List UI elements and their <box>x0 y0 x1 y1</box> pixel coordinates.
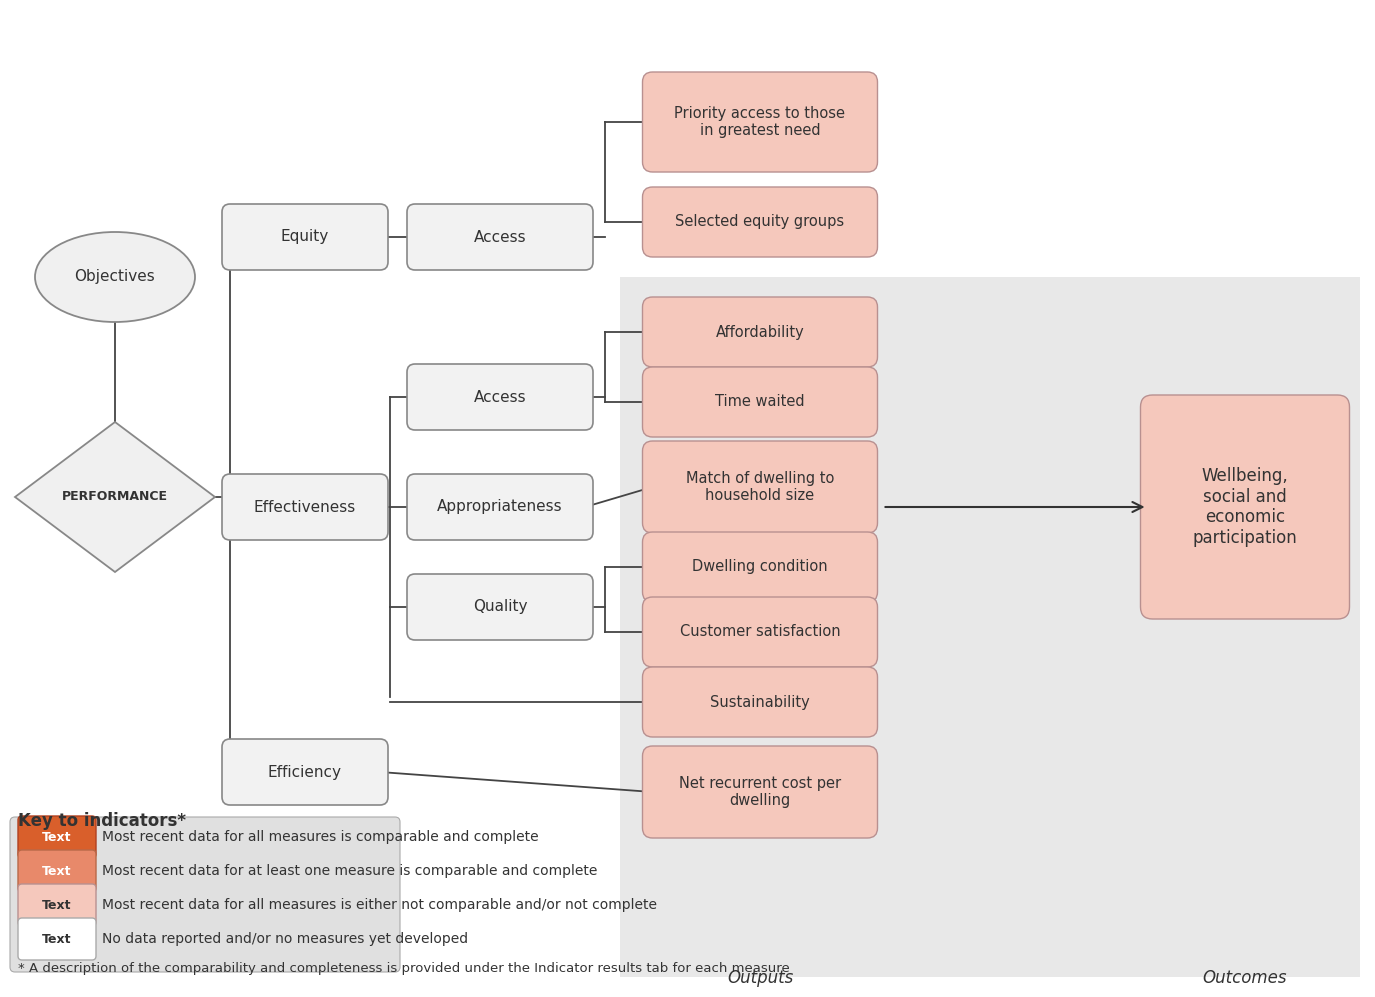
FancyBboxPatch shape <box>642 367 877 437</box>
FancyBboxPatch shape <box>407 364 593 430</box>
Text: Access: Access <box>473 229 527 244</box>
FancyBboxPatch shape <box>642 667 877 737</box>
Text: Text: Text <box>43 831 72 843</box>
Text: Outcomes: Outcomes <box>1203 969 1287 987</box>
Text: Text: Text <box>43 898 72 911</box>
FancyBboxPatch shape <box>642 597 877 667</box>
FancyBboxPatch shape <box>642 187 877 257</box>
FancyBboxPatch shape <box>1140 395 1349 619</box>
Text: * A description of the comparability and completeness is provided under the Indi: * A description of the comparability and… <box>18 962 789 975</box>
Text: Customer satisfaction: Customer satisfaction <box>679 624 840 639</box>
Text: Affordability: Affordability <box>715 324 804 340</box>
Text: Objectives: Objectives <box>74 269 155 284</box>
FancyBboxPatch shape <box>18 850 96 892</box>
Text: Sustainability: Sustainability <box>710 695 810 710</box>
Polygon shape <box>15 422 214 572</box>
FancyBboxPatch shape <box>642 746 877 838</box>
FancyBboxPatch shape <box>18 884 96 926</box>
Text: Most recent data for at least one measure is comparable and complete: Most recent data for at least one measur… <box>102 864 597 878</box>
Text: Appropriateness: Appropriateness <box>437 499 562 514</box>
Text: Text: Text <box>43 864 72 877</box>
Text: Access: Access <box>473 390 527 405</box>
Text: Text: Text <box>43 932 72 945</box>
FancyBboxPatch shape <box>407 474 593 540</box>
Ellipse shape <box>34 232 195 322</box>
Text: Most recent data for all measures is comparable and complete: Most recent data for all measures is com… <box>102 830 539 844</box>
Text: Most recent data for all measures is either not comparable and/or not complete: Most recent data for all measures is eit… <box>102 898 657 912</box>
Text: Key to indicators*: Key to indicators* <box>18 812 186 830</box>
FancyBboxPatch shape <box>642 441 877 533</box>
Text: Outputs: Outputs <box>727 969 793 987</box>
Text: Net recurrent cost per
dwelling: Net recurrent cost per dwelling <box>679 776 842 809</box>
Text: Wellbeing,
social and
economic
participation: Wellbeing, social and economic participa… <box>1192 467 1298 547</box>
Text: Dwelling condition: Dwelling condition <box>692 559 828 574</box>
FancyBboxPatch shape <box>1150 277 1360 977</box>
Text: Effectiveness: Effectiveness <box>254 499 356 514</box>
FancyBboxPatch shape <box>221 474 388 540</box>
FancyBboxPatch shape <box>221 204 388 270</box>
Text: No data reported and/or no measures yet developed: No data reported and/or no measures yet … <box>102 932 468 946</box>
FancyBboxPatch shape <box>620 277 1150 977</box>
Text: Priority access to those
in greatest need: Priority access to those in greatest nee… <box>675 106 846 139</box>
FancyBboxPatch shape <box>642 532 877 602</box>
FancyBboxPatch shape <box>642 72 877 172</box>
Text: Time waited: Time waited <box>715 395 804 410</box>
FancyBboxPatch shape <box>18 816 96 858</box>
FancyBboxPatch shape <box>221 739 388 805</box>
FancyBboxPatch shape <box>10 817 400 972</box>
Text: Quality: Quality <box>473 599 527 614</box>
FancyBboxPatch shape <box>642 297 877 367</box>
Text: Match of dwelling to
household size: Match of dwelling to household size <box>686 471 835 503</box>
Text: Efficiency: Efficiency <box>268 765 342 780</box>
Text: PERFORMANCE: PERFORMANCE <box>62 491 168 503</box>
FancyBboxPatch shape <box>407 204 593 270</box>
Text: Equity: Equity <box>280 229 329 244</box>
FancyBboxPatch shape <box>18 918 96 960</box>
Text: Selected equity groups: Selected equity groups <box>675 214 844 229</box>
FancyBboxPatch shape <box>407 574 593 640</box>
